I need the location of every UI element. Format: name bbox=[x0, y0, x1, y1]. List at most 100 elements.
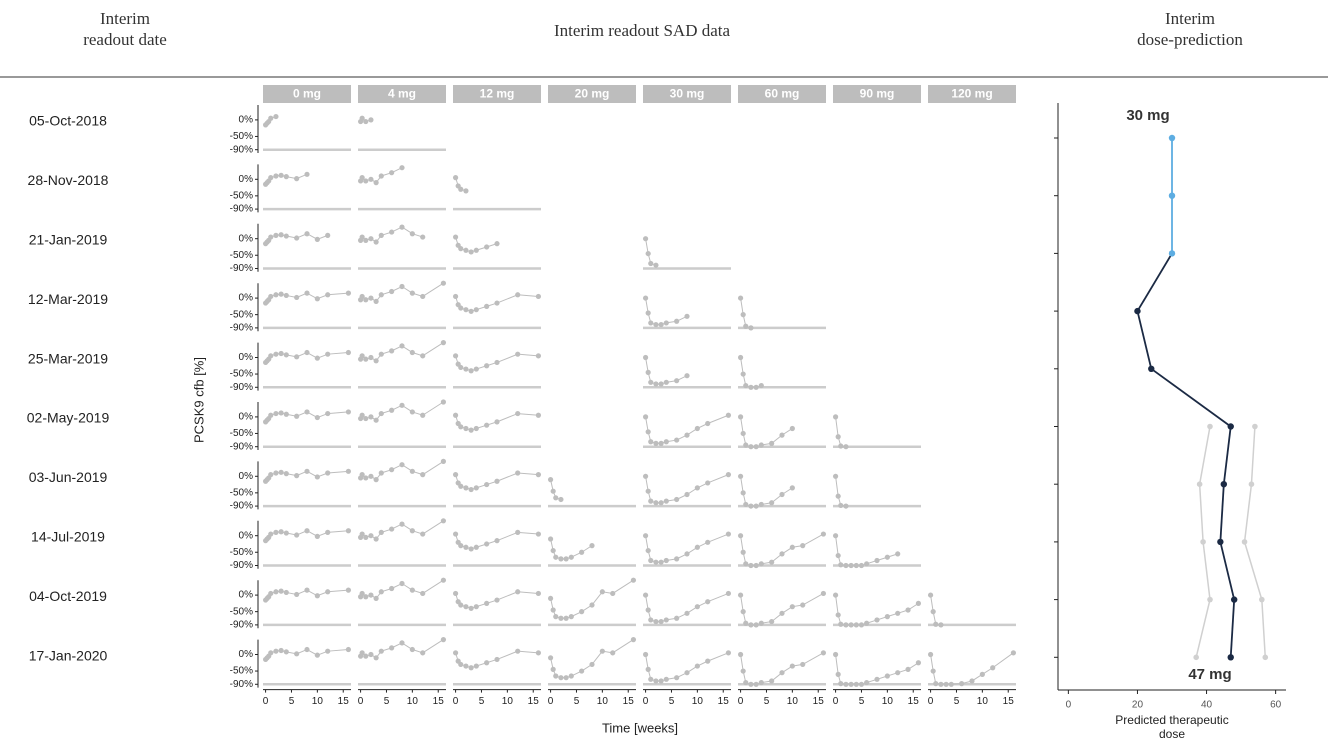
x-tick-label: 10 bbox=[407, 696, 419, 707]
response-point bbox=[843, 681, 849, 687]
response-point bbox=[820, 590, 827, 597]
response-point bbox=[645, 547, 651, 554]
response-point bbox=[468, 605, 474, 611]
response-point bbox=[535, 353, 542, 359]
response-point bbox=[653, 321, 659, 328]
response-point bbox=[440, 458, 447, 464]
response-point bbox=[838, 621, 844, 627]
response-point bbox=[494, 478, 500, 484]
response-point bbox=[304, 409, 310, 415]
y-tick-label: -90% bbox=[230, 144, 253, 155]
response-point bbox=[378, 232, 384, 238]
y-tick-label: 0% bbox=[239, 293, 254, 304]
response-point bbox=[737, 533, 744, 539]
strip-label: 120 mg bbox=[951, 87, 992, 101]
response-point bbox=[484, 303, 490, 309]
response-point bbox=[743, 501, 749, 508]
response-point bbox=[648, 379, 654, 385]
response-point bbox=[363, 653, 369, 659]
response-point bbox=[325, 232, 331, 238]
y-tick-label: -50% bbox=[230, 606, 253, 617]
response-point bbox=[373, 595, 379, 602]
response-point bbox=[389, 348, 395, 354]
response-point bbox=[832, 473, 839, 479]
y-tick-label: -50% bbox=[230, 666, 253, 677]
header-title: dose-prediction bbox=[1137, 30, 1243, 49]
y-tick-label: -50% bbox=[230, 369, 253, 380]
response-point bbox=[748, 384, 754, 390]
response-point bbox=[658, 559, 664, 565]
response-point bbox=[535, 650, 542, 656]
response-point bbox=[725, 412, 732, 418]
response-point bbox=[273, 529, 279, 535]
response-point bbox=[378, 648, 384, 654]
response-point bbox=[645, 429, 651, 435]
response-line bbox=[645, 238, 657, 266]
response-point bbox=[345, 290, 352, 296]
response-point bbox=[743, 680, 749, 686]
response-point bbox=[373, 655, 379, 661]
response-point bbox=[553, 614, 559, 620]
response-point bbox=[399, 283, 405, 290]
response-point bbox=[363, 534, 369, 540]
response-point bbox=[273, 113, 279, 120]
response-point bbox=[648, 676, 654, 682]
response-point bbox=[589, 543, 595, 549]
response-point bbox=[753, 444, 759, 450]
prediction-segment bbox=[1229, 599, 1236, 658]
readout-date: 05-Oct-2018 bbox=[29, 113, 107, 129]
response-point bbox=[858, 681, 865, 687]
response-point bbox=[658, 500, 664, 506]
response-point bbox=[969, 678, 975, 684]
x-tick-label: 5 bbox=[954, 696, 960, 707]
response-point bbox=[835, 671, 841, 677]
response-point bbox=[409, 587, 415, 593]
response-point bbox=[378, 529, 384, 535]
response-point bbox=[389, 526, 395, 532]
response-point bbox=[663, 379, 669, 385]
response-point bbox=[630, 637, 637, 643]
prediction-point bbox=[1227, 423, 1234, 430]
interval-point bbox=[1193, 654, 1199, 661]
readout-date: 21-Jan-2019 bbox=[29, 232, 108, 248]
response-point bbox=[278, 232, 284, 238]
response-point bbox=[463, 663, 469, 669]
response-point bbox=[653, 618, 659, 625]
response-point bbox=[930, 668, 936, 674]
response-point bbox=[294, 591, 300, 598]
response-point bbox=[345, 587, 352, 593]
response-point bbox=[550, 666, 556, 672]
response-point bbox=[663, 617, 669, 623]
response-point bbox=[843, 503, 849, 509]
x-tick-label: 0 bbox=[263, 696, 269, 707]
response-point bbox=[645, 369, 651, 375]
response-point bbox=[325, 529, 331, 535]
response-point bbox=[563, 615, 569, 621]
x-tick-label: 15 bbox=[528, 696, 540, 707]
response-point bbox=[373, 536, 379, 542]
prediction-point bbox=[1148, 365, 1155, 372]
response-point bbox=[325, 410, 331, 417]
response-point bbox=[440, 518, 447, 524]
response-point bbox=[515, 470, 521, 476]
y-axis-label: PCSK9 cfb [%] bbox=[191, 357, 206, 443]
response-point bbox=[268, 472, 274, 478]
x-tick-label: 0 bbox=[833, 696, 839, 707]
response-point bbox=[674, 378, 680, 384]
x-tick-label: 0 bbox=[738, 696, 744, 707]
response-point bbox=[368, 176, 374, 182]
x-tick-label: 15 bbox=[623, 696, 635, 707]
response-point bbox=[674, 496, 680, 503]
response-point bbox=[494, 419, 500, 425]
response-point bbox=[725, 590, 732, 597]
response-point bbox=[769, 678, 775, 684]
response-point bbox=[568, 554, 574, 560]
response-point bbox=[368, 295, 374, 301]
response-point bbox=[314, 236, 320, 242]
response-point bbox=[359, 472, 365, 478]
readout-date: 25-Mar-2019 bbox=[28, 350, 108, 366]
response-point bbox=[832, 651, 839, 658]
response-point bbox=[304, 349, 310, 356]
response-point bbox=[409, 528, 415, 534]
response-point bbox=[294, 354, 300, 360]
